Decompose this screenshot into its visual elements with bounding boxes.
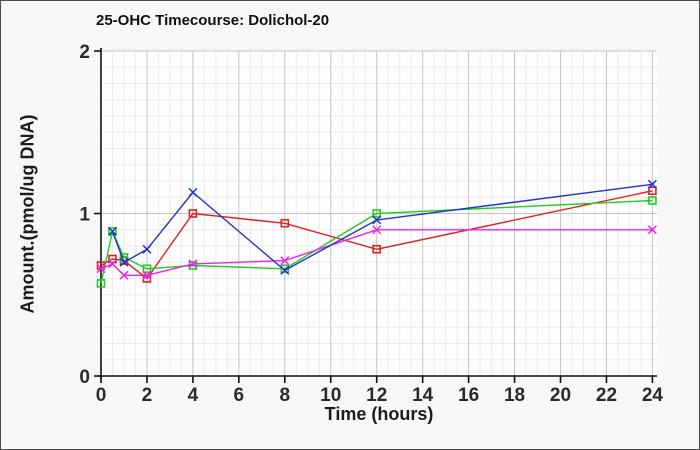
x-tick-label: 10 (320, 385, 341, 406)
marker-square (372, 209, 382, 218)
x-tick-label: 20 (550, 385, 571, 406)
marker-x (372, 225, 382, 235)
marker-x (280, 265, 290, 275)
marker-square (108, 254, 117, 264)
marker-x (280, 256, 290, 266)
marker-square (372, 244, 382, 254)
x-tick-label: 24 (642, 385, 664, 406)
marker-x (107, 226, 118, 236)
marker-square (142, 264, 152, 274)
x-axis-label: Time (hours) (324, 404, 434, 424)
tick-marks (94, 50, 654, 383)
y-tick-label: 1 (79, 205, 90, 226)
x-tick-label: 4 (188, 385, 199, 406)
marker-x (372, 215, 382, 225)
y-tick-label: 2 (79, 42, 90, 63)
x-tick-label: 14 (412, 385, 434, 406)
x-tick-label: 22 (596, 385, 617, 406)
marker-x (142, 244, 152, 254)
x-tick-label: 0 (96, 385, 107, 406)
marker-x (188, 259, 198, 269)
marker-square (648, 196, 657, 205)
series-magenta-crosses (96, 225, 657, 280)
marker-square (96, 279, 106, 288)
marker-x (107, 259, 118, 269)
marker-x (119, 257, 129, 267)
series-blue-crosses (107, 179, 657, 275)
marker-x (188, 187, 198, 197)
x-tick-label: 2 (142, 385, 153, 406)
marker-x (96, 264, 106, 274)
marker-square (648, 186, 657, 196)
marker-x (142, 270, 152, 280)
marker-x (647, 225, 657, 235)
marker-x (647, 179, 657, 189)
x-tick-label: 16 (458, 385, 479, 406)
x-tick-label: 6 (234, 385, 245, 406)
x-tick-label: 8 (280, 385, 291, 406)
chart-title: 25-OHC Timecourse: Dolichol-20 (96, 12, 330, 29)
x-tick-label: 18 (504, 385, 525, 406)
marker-square (188, 209, 198, 218)
marker-square (280, 218, 290, 228)
marker-x (119, 270, 129, 280)
y-tick-label: 0 (79, 367, 90, 388)
marker-square (188, 261, 198, 270)
marker-square (108, 227, 117, 236)
x-tick-label: 12 (366, 385, 387, 406)
gridlines (101, 50, 657, 376)
